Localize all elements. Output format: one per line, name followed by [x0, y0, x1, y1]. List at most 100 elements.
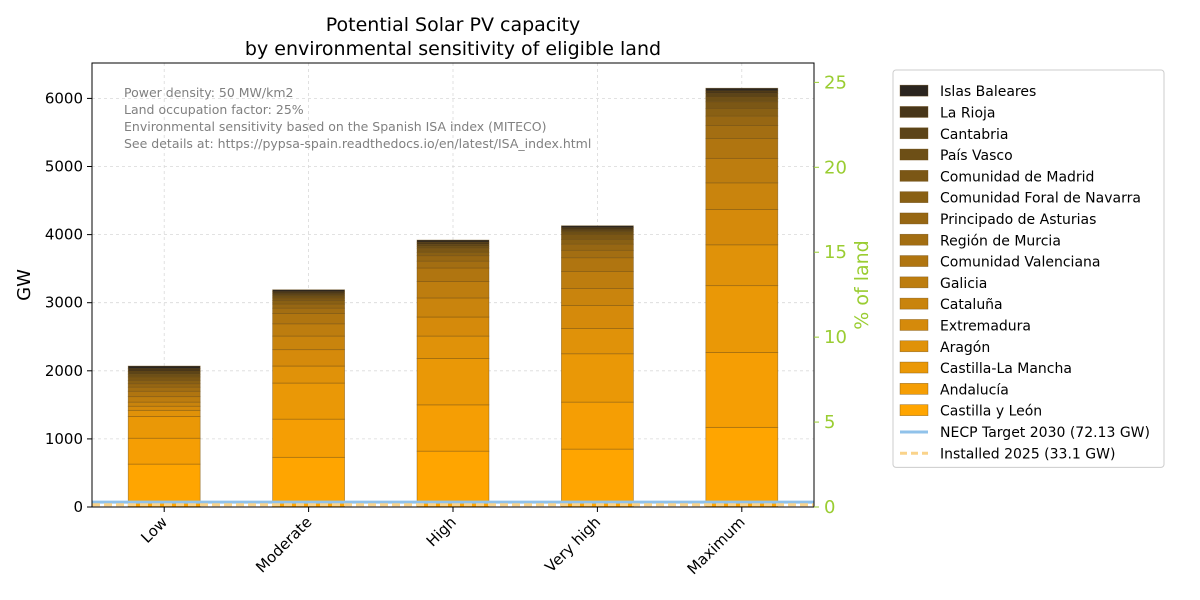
bar-segment	[127, 463, 201, 508]
legend-label: Principado de Asturias	[940, 212, 1096, 228]
y2-tick-label: 5	[824, 412, 835, 433]
legend-label: La Rioja	[940, 105, 995, 121]
bar-segment	[416, 358, 490, 406]
y-tick-label: 3000	[45, 294, 83, 312]
annotation-line: See details at: https://pypsa-spain.read…	[124, 136, 591, 151]
bar-segment	[561, 305, 634, 329]
bar-segment	[705, 285, 779, 353]
y2-tick-label: 0	[824, 497, 835, 518]
reference-lines	[92, 500, 814, 507]
bar-segment	[561, 239, 634, 245]
bar-segment	[561, 271, 634, 289]
bar-segment	[416, 450, 490, 508]
bar-segment	[127, 396, 201, 403]
legend-swatch	[899, 404, 929, 416]
y-tick-label: 0	[73, 498, 83, 516]
bar-segment	[127, 376, 201, 381]
bar-segment	[705, 209, 779, 246]
legend-swatch	[899, 361, 929, 374]
bar-segment	[272, 297, 345, 302]
bar-segment	[705, 426, 779, 508]
bar-segment	[272, 303, 345, 309]
bar-segment	[272, 382, 345, 420]
legend-swatch	[899, 127, 929, 140]
bar-segment	[705, 125, 779, 139]
y-tick-label: 5000	[45, 158, 83, 176]
legend: Islas Baleares La Rioja Cantabria País Vasc…	[892, 69, 1165, 468]
bar-segment	[561, 249, 634, 259]
legend-swatch	[899, 255, 929, 267]
bar-segment	[416, 239, 490, 243]
bar-segment	[705, 182, 779, 210]
x-tick-label: High	[423, 513, 460, 550]
legend-label: Cantabria	[940, 127, 1008, 143]
y-axis-left: 0 1000 2000 3000 4000 5000 6000 GW	[14, 89, 92, 516]
bar-segment	[272, 418, 345, 458]
bar-segment	[705, 87, 779, 92]
legend-swatch	[899, 148, 929, 161]
bar-segment	[705, 138, 779, 159]
annotation-line: Environmental sensitivity based on the S…	[124, 119, 547, 134]
legend-swatch	[899, 276, 929, 289]
bar-segment	[416, 247, 490, 253]
legend-swatch	[899, 191, 929, 203]
y-tick-label: 2000	[45, 362, 83, 380]
bar-segment	[127, 379, 201, 385]
x-axis: Low Moderate High Very high Maximum	[137, 507, 749, 578]
legend-label: Cataluña	[940, 297, 1003, 313]
legend-label: Installed 2025 (33.1 GW)	[940, 446, 1115, 462]
legend-label: Extremadura	[940, 318, 1031, 334]
bar-segment	[272, 349, 345, 367]
bar-segment	[127, 368, 201, 372]
chart-title-line-2: by environmental sensitivity of eligible…	[245, 38, 661, 60]
y2-axis-label: % of land	[851, 240, 873, 329]
bar-segment	[416, 251, 490, 257]
bar-segment	[561, 225, 634, 229]
bar-segment	[416, 255, 490, 262]
x-tick-label: Low	[137, 513, 171, 547]
annotation-text: Power density: 50 MW/km2 Land occupation …	[124, 85, 591, 151]
legend-label: País Vasco	[940, 148, 1013, 164]
bar-segment	[272, 365, 345, 384]
bar-segment	[127, 383, 201, 388]
legend-swatch	[899, 383, 929, 395]
y-tick-label: 4000	[45, 226, 83, 244]
bar-segment	[127, 386, 201, 392]
legend-swatch	[899, 212, 929, 225]
legend-label: Comunidad Foral de Navarra	[940, 191, 1141, 207]
bar-segment	[561, 401, 634, 450]
bar-segment	[127, 371, 201, 375]
legend-label: Región de Murcia	[940, 233, 1061, 249]
legend-swatch	[899, 84, 929, 97]
x-tick-label: Moderate	[252, 513, 315, 576]
legend-swatch	[899, 170, 929, 182]
y2-tick-label: 15	[824, 242, 847, 263]
annotation-line: Land occupation factor: 25%	[124, 102, 304, 117]
bar-segment	[561, 234, 634, 240]
legend-label: Aragón	[940, 340, 990, 356]
bar-segment	[127, 365, 201, 370]
bar-segment	[272, 323, 345, 337]
bar-segment	[127, 437, 201, 465]
bar-segment	[416, 267, 490, 282]
bar-segment	[416, 281, 490, 299]
bar-segment	[705, 96, 779, 103]
legend-label: Islas Baleares	[940, 84, 1036, 100]
bar-segment	[561, 231, 634, 235]
bar-segment	[127, 416, 201, 439]
legend-label: NECP Target 2030 (72.13 GW)	[940, 425, 1150, 441]
bar-segment	[416, 260, 490, 269]
bar-segment	[561, 328, 634, 355]
legend-swatch	[899, 319, 929, 331]
x-tick-label: Very high	[541, 513, 604, 576]
y-tick-label: 6000	[45, 89, 83, 107]
y2-tick-label: 20	[824, 157, 847, 178]
legend-label: Castilla-La Mancha	[940, 361, 1072, 377]
legend-label: Andalucía	[940, 382, 1009, 398]
legend-swatch	[899, 106, 929, 118]
legend-label: Castilla y León	[940, 404, 1042, 420]
bar-segment	[127, 409, 201, 417]
legend-label: Comunidad de Madrid	[940, 169, 1094, 185]
bar-segment	[127, 373, 201, 378]
